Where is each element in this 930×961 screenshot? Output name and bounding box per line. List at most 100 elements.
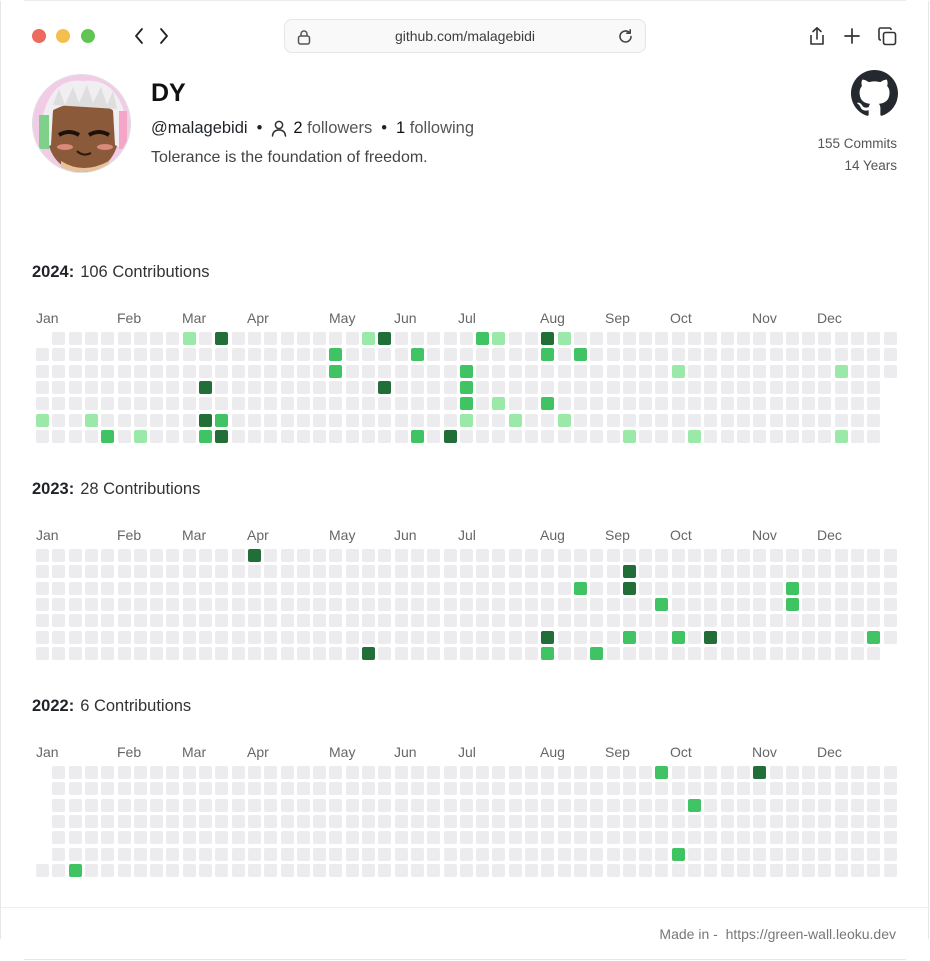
contribution-cell[interactable] — [231, 782, 245, 796]
contribution-cell[interactable] — [867, 814, 881, 828]
contribution-cell[interactable] — [753, 782, 767, 796]
contribution-cell[interactable] — [215, 565, 229, 579]
contribution-cell[interactable] — [443, 413, 457, 427]
contribution-cell[interactable] — [52, 782, 66, 796]
contribution-cell[interactable] — [476, 413, 490, 427]
new-tab-button[interactable] — [841, 25, 863, 47]
contribution-cell[interactable] — [639, 413, 653, 427]
contribution-cell[interactable] — [84, 397, 98, 411]
contribution-cell[interactable] — [410, 630, 424, 644]
contribution-cell[interactable] — [639, 397, 653, 411]
contribution-cell[interactable] — [150, 348, 164, 362]
contribution-cell[interactable] — [443, 397, 457, 411]
contribution-cell[interactable] — [802, 831, 816, 845]
contribution-cell[interactable] — [378, 364, 392, 378]
contribution-cell[interactable] — [508, 863, 522, 877]
contribution-cell[interactable] — [182, 614, 196, 628]
contribution-cell[interactable] — [443, 766, 457, 779]
contribution-cell[interactable] — [150, 597, 164, 611]
contribution-cell[interactable] — [802, 581, 816, 595]
contribution-cell[interactable] — [590, 630, 604, 644]
contribution-cell[interactable] — [883, 348, 897, 362]
contribution-cell[interactable] — [769, 646, 783, 660]
contribution-cell[interactable] — [313, 798, 327, 812]
contribution-cell[interactable] — [688, 549, 701, 562]
contribution-cell[interactable] — [68, 549, 82, 562]
contribution-cell[interactable] — [867, 847, 881, 861]
contribution-cell[interactable] — [264, 429, 278, 443]
contribution-cell[interactable] — [736, 581, 750, 595]
contribution-cell[interactable] — [117, 831, 131, 845]
contribution-cell[interactable] — [443, 630, 457, 644]
contribution-cell[interactable] — [280, 863, 294, 877]
contribution-cell[interactable] — [492, 630, 506, 644]
contribution-cell[interactable] — [639, 847, 653, 861]
contribution-cell[interactable] — [52, 863, 66, 877]
contribution-cell[interactable] — [655, 847, 669, 861]
contribution-cell[interactable] — [247, 380, 261, 394]
contribution-cell[interactable] — [182, 549, 196, 562]
contribution-cell[interactable] — [802, 413, 816, 427]
contribution-cell[interactable] — [639, 549, 653, 562]
contribution-cell[interactable] — [492, 380, 506, 394]
contribution-cell[interactable] — [68, 782, 82, 796]
contribution-cell[interactable] — [182, 348, 196, 362]
contribution-cell[interactable] — [590, 549, 604, 562]
contribution-cell[interactable] — [818, 332, 832, 345]
contribution-cell[interactable] — [459, 597, 473, 611]
contribution-cell[interactable] — [101, 348, 115, 362]
contribution-cell[interactable] — [704, 630, 718, 644]
contribution-cell[interactable] — [68, 429, 82, 443]
contribution-cell[interactable] — [639, 782, 653, 796]
contribution-cell[interactable] — [573, 332, 587, 345]
contribution-cell[interactable] — [704, 814, 718, 828]
contribution-cell[interactable] — [802, 847, 816, 861]
contribution-cell[interactable] — [459, 863, 473, 877]
contribution-cell[interactable] — [394, 630, 408, 644]
contribution-cell[interactable] — [525, 814, 538, 828]
contribution-cell[interactable] — [736, 646, 750, 660]
contribution-cell[interactable] — [541, 348, 555, 362]
contribution-cell[interactable] — [443, 597, 457, 611]
contribution-cell[interactable] — [84, 565, 98, 579]
contribution-cell[interactable] — [329, 549, 343, 562]
contribution-cell[interactable] — [231, 364, 245, 378]
contribution-cell[interactable] — [622, 782, 636, 796]
contribution-cell[interactable] — [52, 332, 66, 345]
contribution-cell[interactable] — [769, 814, 783, 828]
contribution-cell[interactable] — [720, 364, 734, 378]
contribution-cell[interactable] — [394, 413, 408, 427]
contribution-cell[interactable] — [166, 814, 180, 828]
contribution-cell[interactable] — [573, 814, 587, 828]
contribution-cell[interactable] — [720, 782, 734, 796]
contribution-cell[interactable] — [867, 348, 881, 362]
contribution-cell[interactable] — [394, 380, 408, 394]
contribution-cell[interactable] — [231, 565, 245, 579]
contribution-cell[interactable] — [133, 549, 147, 562]
contribution-cell[interactable] — [36, 597, 49, 611]
contribution-cell[interactable] — [736, 429, 750, 443]
contribution-cell[interactable] — [834, 863, 848, 877]
contribution-cell[interactable] — [525, 646, 538, 660]
contribution-cell[interactable] — [329, 847, 343, 861]
contribution-cell[interactable] — [362, 630, 375, 644]
contribution-cell[interactable] — [247, 630, 261, 644]
contribution-cell[interactable] — [362, 397, 375, 411]
contribution-cell[interactable] — [818, 413, 832, 427]
contribution-cell[interactable] — [704, 798, 718, 812]
contribution-cell[interactable] — [851, 332, 864, 345]
contribution-cell[interactable] — [166, 597, 180, 611]
contribution-cell[interactable] — [688, 646, 701, 660]
contribution-cell[interactable] — [280, 831, 294, 845]
contribution-cell[interactable] — [769, 332, 783, 345]
contribution-cell[interactable] — [606, 597, 620, 611]
contribution-cell[interactable] — [84, 831, 98, 845]
contribution-cell[interactable] — [313, 549, 327, 562]
contribution-cell[interactable] — [476, 597, 490, 611]
contribution-cell[interactable] — [166, 614, 180, 628]
contribution-cell[interactable] — [508, 798, 522, 812]
contribution-cell[interactable] — [345, 831, 359, 845]
contribution-cell[interactable] — [378, 332, 392, 345]
contribution-cell[interactable] — [883, 364, 897, 378]
contribution-cell[interactable] — [459, 348, 473, 362]
